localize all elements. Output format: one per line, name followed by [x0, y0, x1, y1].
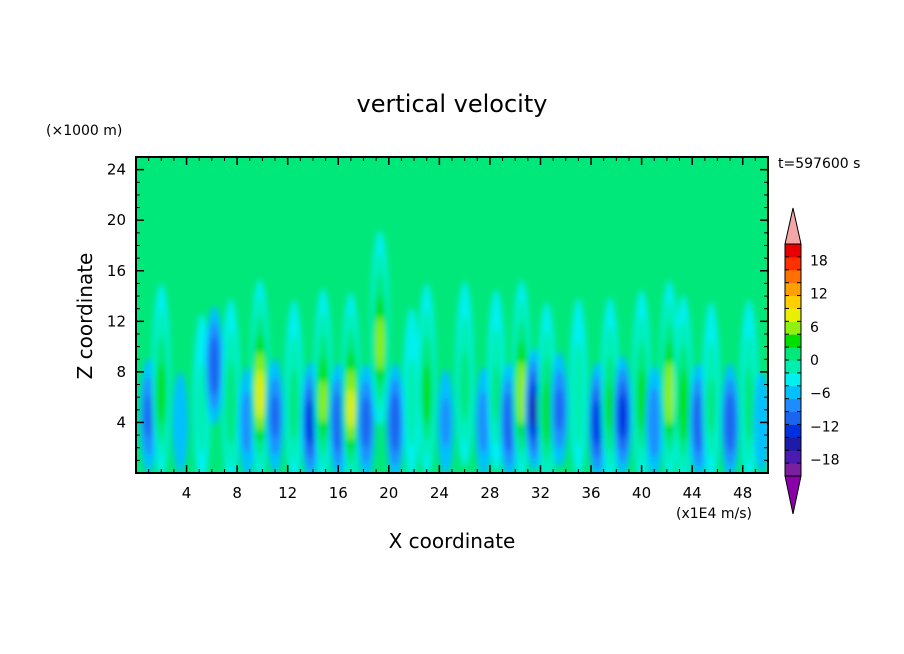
- heatmap-feature: [341, 292, 361, 473]
- heatmap-feature: [674, 295, 693, 473]
- colorbar-tick-label: 12: [810, 287, 828, 303]
- colorbar-segment: [785, 463, 801, 477]
- heatmap-feature: [437, 369, 454, 473]
- x-tick-label: 28: [480, 484, 499, 502]
- colorbar-segment: [785, 295, 801, 309]
- colorbar-segment: [785, 308, 801, 322]
- colorbar-segment: [785, 437, 801, 451]
- heatmap-feature: [250, 279, 270, 473]
- chart-title: vertical velocity: [357, 90, 548, 118]
- time-label: t=597600 s: [778, 156, 860, 172]
- x-tick-label: 20: [379, 484, 398, 502]
- colorbar-tick-label: 0: [810, 353, 819, 369]
- x-tick-label: 16: [329, 484, 348, 502]
- colorbar-tick-label: −12: [810, 419, 840, 435]
- colorbar-tick-label: 18: [810, 254, 828, 270]
- colorbar-segment: [785, 385, 801, 400]
- colorbar-segment: [785, 334, 801, 348]
- x-tick-label: 48: [733, 484, 752, 502]
- colorbar-segment: [785, 424, 801, 438]
- colorbar: 18 12 6 0 −6 −12 −18: [784, 207, 840, 515]
- x-tick-label: 12: [278, 484, 297, 502]
- heatmap-feature: [499, 362, 518, 473]
- y-unit-note: (×1000 m): [46, 123, 122, 139]
- heatmap-feature: [205, 306, 224, 426]
- colorbar-segment: [785, 360, 801, 374]
- heatmap-feature: [721, 362, 740, 473]
- x-tick-label: 4: [182, 484, 192, 502]
- heatmap-feature: [613, 355, 632, 473]
- heatmap-features: [139, 230, 768, 473]
- y-tick-label: 8: [116, 363, 126, 381]
- heatmap-feature: [172, 371, 189, 473]
- colorbar-segment: [785, 282, 801, 297]
- x-axis-label: X coordinate: [389, 529, 516, 553]
- heatmap-feature: [285, 300, 303, 473]
- colorbar-segment: [785, 321, 801, 335]
- heatmap-feature: [386, 362, 405, 473]
- heatmap-feature: [689, 362, 708, 473]
- y-tick-label: 12: [107, 312, 126, 330]
- colorbar-tick-label: −6: [810, 386, 831, 402]
- colorbar-segment: [785, 244, 801, 258]
- heatmap-feature: [455, 281, 474, 467]
- y-axis-label: Z coordinate: [73, 253, 97, 380]
- heatmap-feature: [702, 301, 720, 473]
- x-tick-label: 36: [581, 484, 600, 502]
- colorbar-segment: [785, 347, 801, 361]
- heatmap-feature: [403, 307, 421, 473]
- x-tick-label: 24: [430, 484, 449, 502]
- heatmap-feature: [550, 351, 569, 468]
- y-tick-label: 24: [107, 161, 126, 179]
- y-tick-label: 16: [107, 262, 126, 280]
- colorbar-tick-label: −18: [810, 452, 840, 468]
- colorbar-unit: (x1E4 m/s): [676, 506, 752, 522]
- colorbar-segment: [785, 398, 801, 413]
- heatmap-feature: [357, 363, 375, 473]
- y-tick-label: 20: [107, 211, 126, 229]
- heatmap-feature: [266, 358, 284, 473]
- colorbar-tick-label: 6: [810, 320, 819, 336]
- heatmap-feature: [152, 283, 171, 473]
- heatmap-feature: [417, 283, 436, 473]
- heatmap-feature: [370, 230, 390, 427]
- y-tick-label: 4: [116, 413, 126, 431]
- heatmap-feature: [660, 280, 679, 473]
- colorbar-over-arrow: [784, 207, 802, 245]
- x-tick-label: 32: [531, 484, 550, 502]
- x-tick-label: 44: [683, 484, 702, 502]
- colorbar-segment: [785, 372, 801, 387]
- heatmap-feature: [221, 298, 240, 473]
- colorbar-segment: [785, 256, 801, 271]
- colorbar-under-arrow: [784, 475, 802, 515]
- colorbar-segment: [785, 411, 801, 425]
- heatmap-feature: [569, 298, 588, 473]
- heatmap-feature: [740, 300, 758, 473]
- colorbar-segment: [785, 269, 801, 284]
- heatmap-feature: [313, 288, 333, 473]
- x-tick-label: 40: [632, 484, 651, 502]
- heatmap-feature: [645, 365, 663, 473]
- x-tick-label: 8: [232, 484, 242, 502]
- colorbar-segment: [785, 450, 801, 464]
